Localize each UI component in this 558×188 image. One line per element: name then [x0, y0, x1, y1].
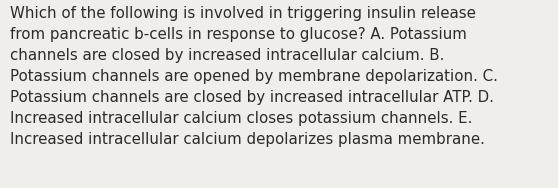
Text: Which of the following is involved in triggering insulin release
from pancreatic: Which of the following is involved in tr… — [10, 6, 498, 147]
